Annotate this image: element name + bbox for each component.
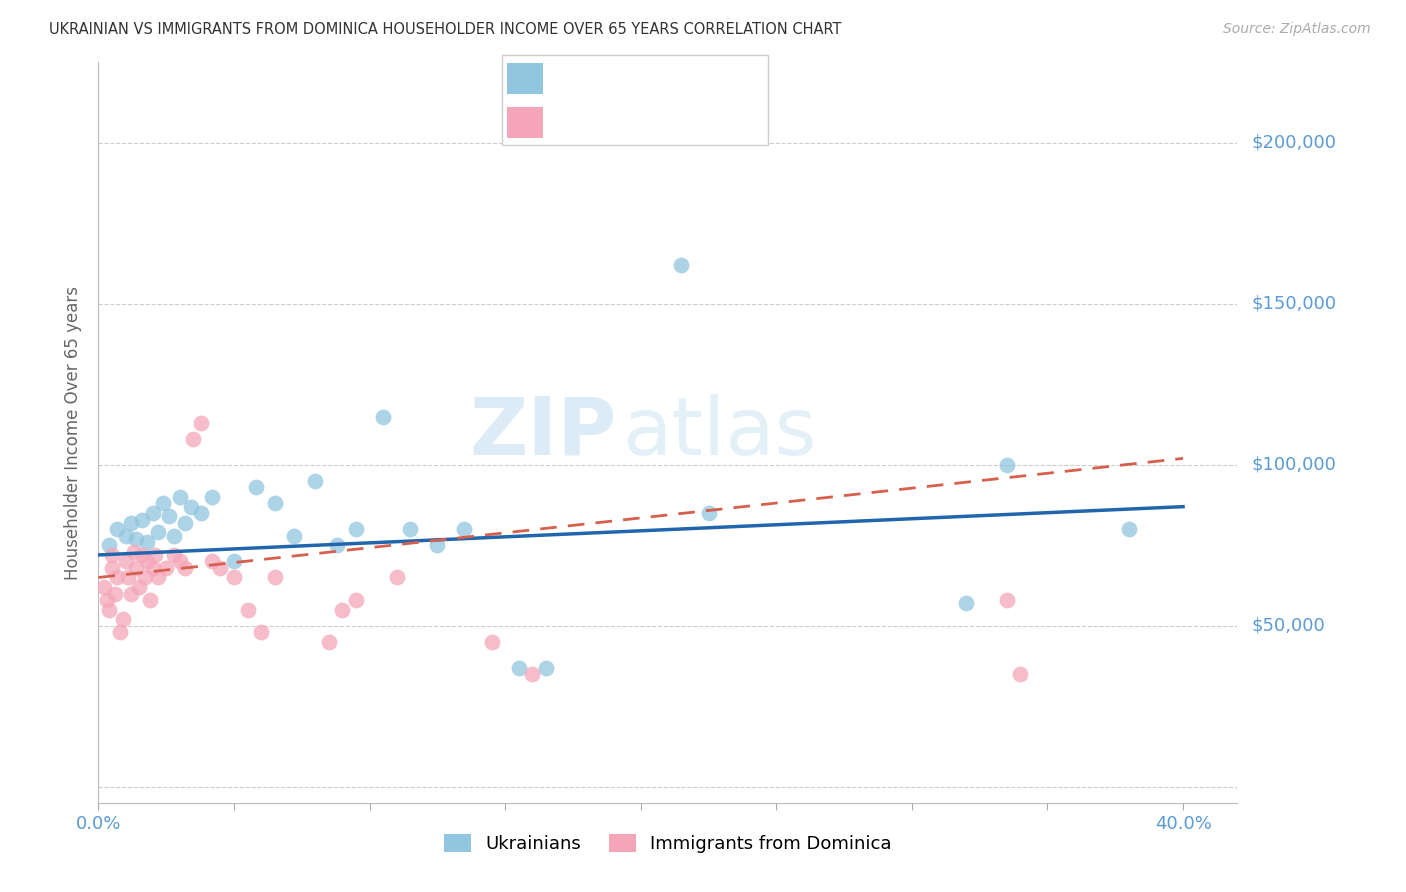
Legend: Ukrainians, Immigrants from Dominica: Ukrainians, Immigrants from Dominica [437,827,898,861]
Text: $200,000: $200,000 [1251,134,1336,152]
Point [222,554,245,568]
Point [142,506,165,520]
Point [163,528,186,542]
Y-axis label: Householder Income Over 65 years: Householder Income Over 65 years [65,285,83,580]
Point [190,416,212,430]
Point [426,538,449,552]
Point [169,554,191,568]
Point [344,593,367,607]
Point [995,458,1018,472]
Point [174,516,197,530]
Point [955,596,977,610]
Text: N =: N = [658,113,697,131]
Point [101,548,124,562]
Point [96,593,118,607]
Text: 37: 37 [699,69,723,87]
Point [131,512,153,526]
Point [120,586,142,600]
Text: 0.170: 0.170 [600,69,655,87]
Point [209,561,232,575]
Point [697,506,720,520]
Text: UKRAINIAN VS IMMIGRANTS FROM DOMINICA HOUSEHOLDER INCOME OVER 65 YEARS CORRELATI: UKRAINIAN VS IMMIGRANTS FROM DOMINICA HO… [49,22,842,37]
Text: 0.088: 0.088 [600,113,655,131]
Point [114,554,136,568]
Point [163,548,186,562]
Point [98,602,121,616]
Point [190,506,212,520]
Point [136,554,159,568]
Point [174,561,197,575]
Point [136,535,159,549]
Point [98,538,121,552]
Point [283,528,305,542]
Point [508,660,530,674]
Point [1010,667,1032,681]
Point [671,258,693,272]
Point [169,490,191,504]
Point [250,625,273,640]
Point [222,570,245,584]
Text: ZIP: ZIP [470,393,617,472]
Text: atlas: atlas [623,393,817,472]
Point [326,538,349,552]
Point [134,570,156,584]
Point [995,593,1018,607]
Point [157,509,180,524]
Point [125,532,148,546]
Point [125,561,148,575]
Point [111,612,134,626]
Text: Source: ZipAtlas.com: Source: ZipAtlas.com [1223,22,1371,37]
Point [101,561,124,575]
Point [332,602,354,616]
Point [399,522,422,536]
Point [128,580,150,594]
Point [107,522,129,536]
Point [152,496,174,510]
Point [131,548,153,562]
Point [245,480,267,494]
Point [108,625,131,640]
Point [142,561,165,575]
Point [534,660,557,674]
Text: R =: R = [557,69,595,87]
Point [263,496,285,510]
Point [236,602,259,616]
Point [385,570,408,584]
Text: $50,000: $50,000 [1251,616,1324,635]
Point [201,554,224,568]
Point [522,667,544,681]
Text: $150,000: $150,000 [1251,295,1336,313]
Point [107,570,129,584]
Point [201,490,224,504]
Point [263,570,285,584]
Point [120,516,142,530]
Point [453,522,475,536]
Text: $100,000: $100,000 [1251,456,1336,474]
Point [114,528,136,542]
Point [318,635,340,649]
Point [104,586,127,600]
FancyBboxPatch shape [508,63,543,94]
Point [371,409,394,424]
Point [93,580,115,594]
Point [145,548,167,562]
Point [117,570,139,584]
Point [481,635,503,649]
Text: R =: R = [557,113,595,131]
Text: N =: N = [658,69,697,87]
Point [155,561,177,575]
Point [304,474,326,488]
Point [180,500,202,514]
Text: 42: 42 [699,113,724,131]
Point [146,525,169,540]
FancyBboxPatch shape [502,55,768,145]
Point [122,545,145,559]
Point [183,432,205,446]
Point [146,570,169,584]
FancyBboxPatch shape [508,107,543,138]
Point [1118,522,1140,536]
Point [139,593,162,607]
Point [344,522,367,536]
